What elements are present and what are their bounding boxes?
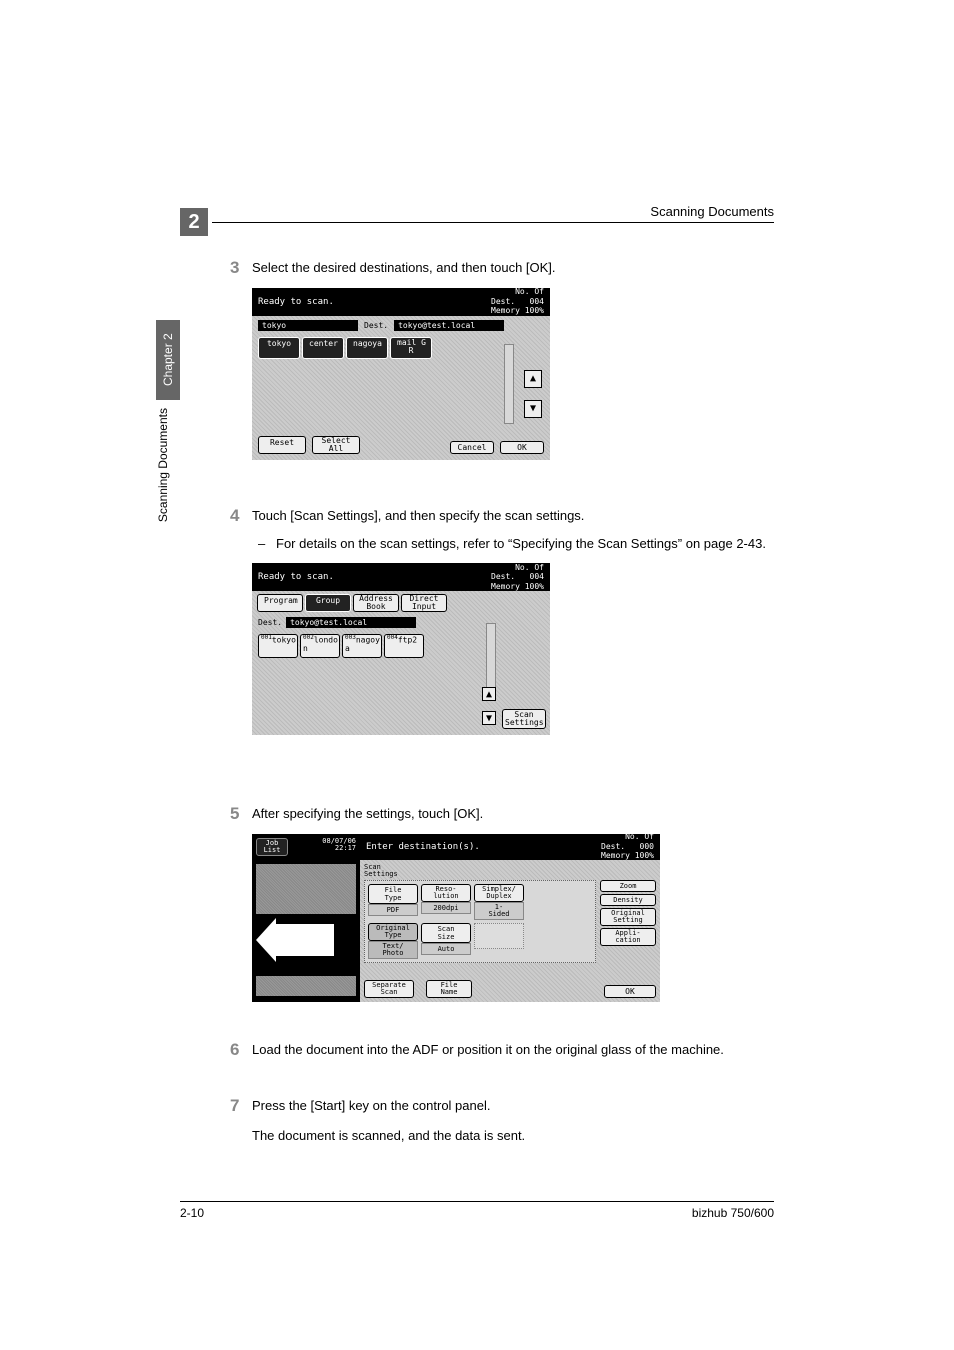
side-tab-chip: Chapter 2 bbox=[156, 320, 180, 400]
step-number: 3 bbox=[230, 258, 239, 278]
cancel-button[interactable]: Cancel bbox=[450, 441, 494, 454]
tab-direct-input[interactable]: Direct Input bbox=[401, 594, 447, 612]
scrollbar[interactable] bbox=[504, 344, 514, 424]
resolution-value: 200dpi bbox=[421, 902, 471, 914]
dest-count: 004 bbox=[530, 297, 544, 306]
scroll-down-icon[interactable]: ▼ bbox=[482, 711, 496, 725]
step-subtext: The document is scanned, and the data is… bbox=[252, 1126, 774, 1146]
dash-icon: – bbox=[258, 534, 265, 554]
bottom-strip bbox=[256, 976, 356, 996]
tab-program[interactable]: Program bbox=[257, 594, 303, 612]
step-3: 3 Select the desired destinations, and t… bbox=[252, 258, 774, 460]
step-subtext: – For details on the scan settings, refe… bbox=[276, 534, 774, 554]
step-number: 5 bbox=[230, 804, 239, 824]
enter-dest-label: Enter destination(s). bbox=[366, 842, 480, 852]
ready-label: Ready to scan. bbox=[258, 297, 334, 307]
screenshot-scan-select: Ready to scan. No. Of Dest. 004 Memory 1… bbox=[252, 563, 550, 735]
dest-chip[interactable]: mail G R bbox=[390, 337, 432, 359]
step-7: 7 Press the [Start] key on the control p… bbox=[252, 1096, 774, 1145]
dest-chip[interactable]: 002londo n bbox=[300, 634, 340, 658]
dest-chip[interactable]: tokyo bbox=[258, 337, 300, 359]
dest-count: 004 bbox=[530, 572, 544, 581]
file-name-button[interactable]: File Name bbox=[426, 980, 472, 998]
page-footer: 2-10 bizhub 750/600 bbox=[180, 1201, 774, 1220]
group-name-field: tokyo bbox=[258, 320, 358, 331]
step-6: 6 Load the document into the ADF or posi… bbox=[252, 1040, 774, 1060]
screenshot-destinations: Ready to scan. No. Of Dest. 004 Memory 1… bbox=[252, 288, 550, 460]
scan-size-button[interactable]: Scan Size bbox=[421, 923, 471, 943]
dest-label: Dest. bbox=[364, 321, 388, 330]
running-header: Scanning Documents bbox=[650, 204, 774, 219]
resolution-button[interactable]: Reso- lution bbox=[421, 884, 471, 902]
dest-label: Dest. bbox=[258, 618, 282, 627]
page-number: 2-10 bbox=[180, 1206, 204, 1220]
scan-size-value: Auto bbox=[421, 943, 471, 955]
step-5: 5 After specifying the settings, touch [… bbox=[252, 804, 774, 1002]
zoom-button[interactable]: Zoom bbox=[600, 880, 656, 892]
step-text: Select the desired destinations, and the… bbox=[252, 258, 774, 278]
scan-settings-button[interactable]: Scan Settings bbox=[502, 709, 546, 729]
step-text: Load the document into the ADF or positi… bbox=[252, 1040, 774, 1060]
scrollbar[interactable] bbox=[486, 623, 496, 691]
section-label: Scan Settings bbox=[364, 864, 656, 878]
job-list-button[interactable]: Job List bbox=[256, 838, 288, 856]
dest-chip[interactable]: center bbox=[302, 337, 344, 359]
preview-area bbox=[256, 864, 356, 914]
memory-label: Memory 100% bbox=[491, 306, 544, 315]
datetime: 08/07/06 22:17 bbox=[322, 838, 356, 856]
dest-chip[interactable]: 004ftp2 bbox=[384, 634, 424, 658]
file-type-button[interactable]: File Type bbox=[368, 884, 418, 904]
dest-value-field: tokyo@test.local bbox=[394, 320, 504, 331]
screenshot-scan-settings: Job List 08/07/06 22:17 Enter destinatio… bbox=[252, 834, 660, 1002]
side-tab-label: Scanning Documents bbox=[156, 408, 180, 522]
simplex-duplex-button[interactable]: Simplex/ Duplex bbox=[474, 884, 524, 902]
step-4: 4 Touch [Scan Settings], and then specif… bbox=[252, 506, 774, 735]
application-button[interactable]: Appli- cation bbox=[600, 928, 656, 946]
back-arrow-icon[interactable] bbox=[274, 924, 334, 956]
ready-label: Ready to scan. bbox=[258, 572, 334, 582]
reset-button[interactable]: Reset bbox=[258, 436, 306, 454]
step-number: 4 bbox=[230, 506, 239, 526]
ok-button[interactable]: OK bbox=[604, 985, 656, 998]
scroll-up-icon[interactable]: ▲ bbox=[482, 687, 496, 701]
tab-group[interactable]: Group bbox=[305, 594, 351, 612]
ok-button[interactable]: OK bbox=[500, 441, 544, 454]
step-text: Touch [Scan Settings], and then specify … bbox=[252, 506, 774, 526]
dest-chip[interactable]: nagoya bbox=[346, 337, 388, 359]
simplex-duplex-value: 1- Sided bbox=[474, 902, 524, 920]
dest-chip[interactable]: 003nagoy a bbox=[342, 634, 382, 658]
side-tab: Chapter 2 Scanning Documents bbox=[156, 320, 180, 600]
original-setting-button[interactable]: Original Setting bbox=[600, 908, 656, 926]
tab-address-book[interactable]: Address Book bbox=[353, 594, 399, 612]
dest-value-field: tokyo@test.local bbox=[286, 617, 416, 628]
step-number: 7 bbox=[230, 1096, 239, 1116]
density-button[interactable]: Density bbox=[600, 894, 656, 906]
scroll-down-icon[interactable]: ▼ bbox=[524, 400, 542, 418]
step-text: Press the [Start] key on the control pan… bbox=[252, 1096, 774, 1116]
original-type-button[interactable]: Original Type bbox=[368, 923, 418, 941]
memory-label: Memory 100% bbox=[491, 582, 544, 591]
step-text: After specifying the settings, touch [OK… bbox=[252, 804, 774, 824]
header-rule bbox=[212, 222, 774, 223]
scroll-up-icon[interactable]: ▲ bbox=[524, 370, 542, 388]
step-number: 6 bbox=[230, 1040, 239, 1060]
dest-chip[interactable]: 001tokyo bbox=[258, 634, 298, 658]
model-name: bizhub 750/600 bbox=[692, 1206, 774, 1220]
select-all-button[interactable]: Select All bbox=[312, 436, 360, 454]
separate-scan-button[interactable]: Separate Scan bbox=[364, 980, 414, 998]
dest-count: 000 bbox=[640, 842, 654, 851]
chapter-number-badge: 2 bbox=[180, 208, 208, 236]
empty-slot bbox=[474, 923, 524, 949]
original-type-value: Text/ Photo bbox=[368, 941, 418, 959]
sub-content: For details on the scan settings, refer … bbox=[276, 536, 766, 551]
file-type-value: PDF bbox=[368, 904, 418, 916]
